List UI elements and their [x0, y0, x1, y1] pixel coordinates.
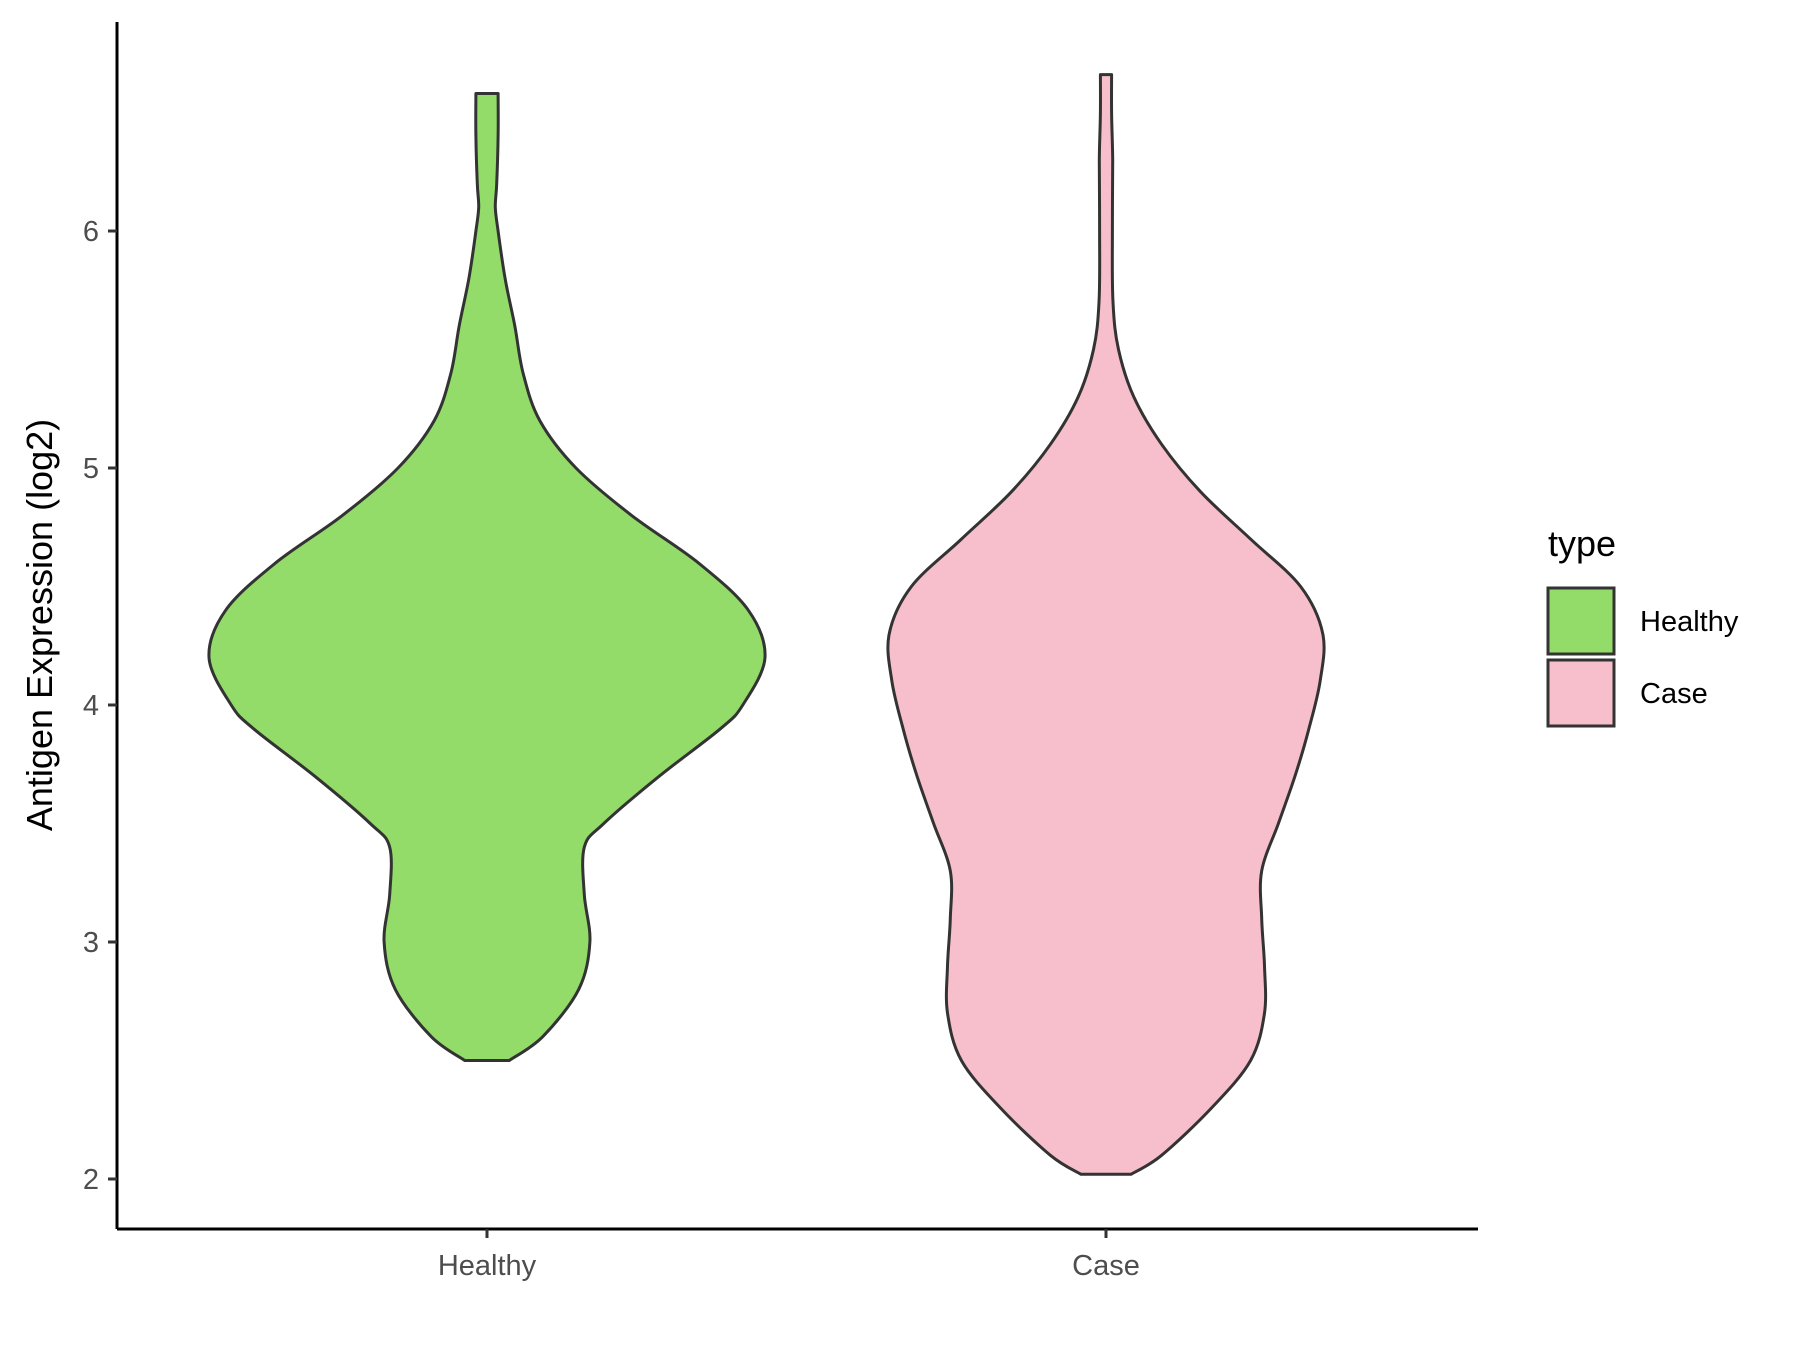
x-axis-ticks: Healthy Case	[438, 1229, 1140, 1282]
y-axis-title: Antigen Expression (log2)	[19, 419, 60, 831]
legend: type Healthy Case	[1546, 523, 1739, 728]
legend-swatch-case	[1546, 658, 1616, 728]
y-tick-label: 5	[83, 453, 99, 485]
y-tick-label: 2	[83, 1164, 99, 1196]
violin-healthy	[207, 92, 767, 1062]
y-axis-ticks: 2 3 4 5 6	[83, 216, 117, 1196]
plot-area	[207, 73, 1326, 1176]
y-tick-label: 6	[83, 216, 99, 248]
legend-title: type	[1548, 523, 1616, 564]
x-tick-label: Case	[1072, 1250, 1140, 1282]
x-tick-label: Healthy	[438, 1250, 537, 1282]
legend-label-healthy: Healthy	[1640, 606, 1739, 638]
y-tick-label: 3	[83, 927, 99, 959]
y-tick-label: 4	[83, 690, 99, 722]
legend-label-case: Case	[1640, 678, 1708, 710]
legend-swatch-healthy	[1546, 586, 1616, 656]
violin-case	[886, 73, 1326, 1176]
